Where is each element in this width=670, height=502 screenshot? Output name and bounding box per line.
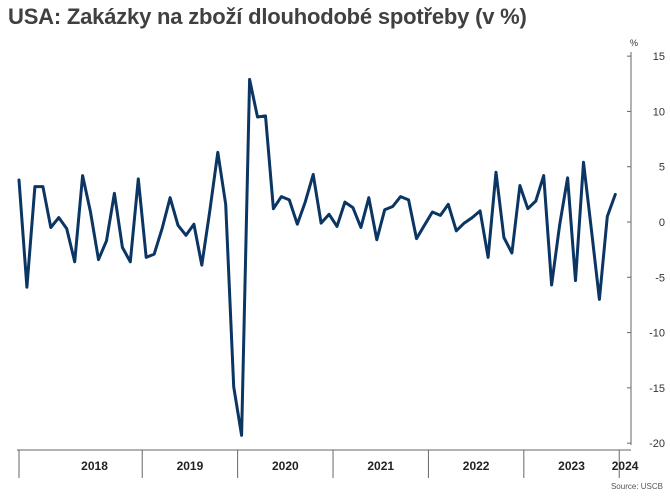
y-tick-label: -5 [655, 272, 665, 284]
y-tick-label: 5 [659, 162, 665, 174]
y-axis: 15 10 5 0 -5 -10 -15 -20 [627, 51, 665, 450]
y-tick-label: -20 [649, 438, 665, 450]
chart-title: USA: Zakázky na zboží dlouhodobé spotřeb… [8, 4, 527, 29]
x-tick-label: 2024 [612, 459, 639, 473]
y-tick-label: 15 [653, 51, 665, 63]
x-tick-label: 2018 [81, 459, 108, 473]
y-tick-label: 0 [659, 217, 665, 229]
x-tick-label: 2020 [272, 459, 299, 473]
y-tick-label: -10 [649, 328, 665, 340]
x-tick-label: 2022 [463, 459, 490, 473]
y-axis-unit-label: % [630, 38, 638, 48]
y-tick-label: 10 [653, 106, 665, 118]
x-tick-label: 2023 [558, 459, 585, 473]
x-tick-label: 2019 [177, 459, 204, 473]
series-line [17, 77, 617, 437]
x-tick-label: 2021 [367, 459, 394, 473]
y-tick-label: -15 [649, 383, 665, 395]
x-axis: 2018 2019 2020 2021 2022 2023 2024 [17, 449, 639, 478]
source-note: Source: USCB [611, 482, 663, 491]
